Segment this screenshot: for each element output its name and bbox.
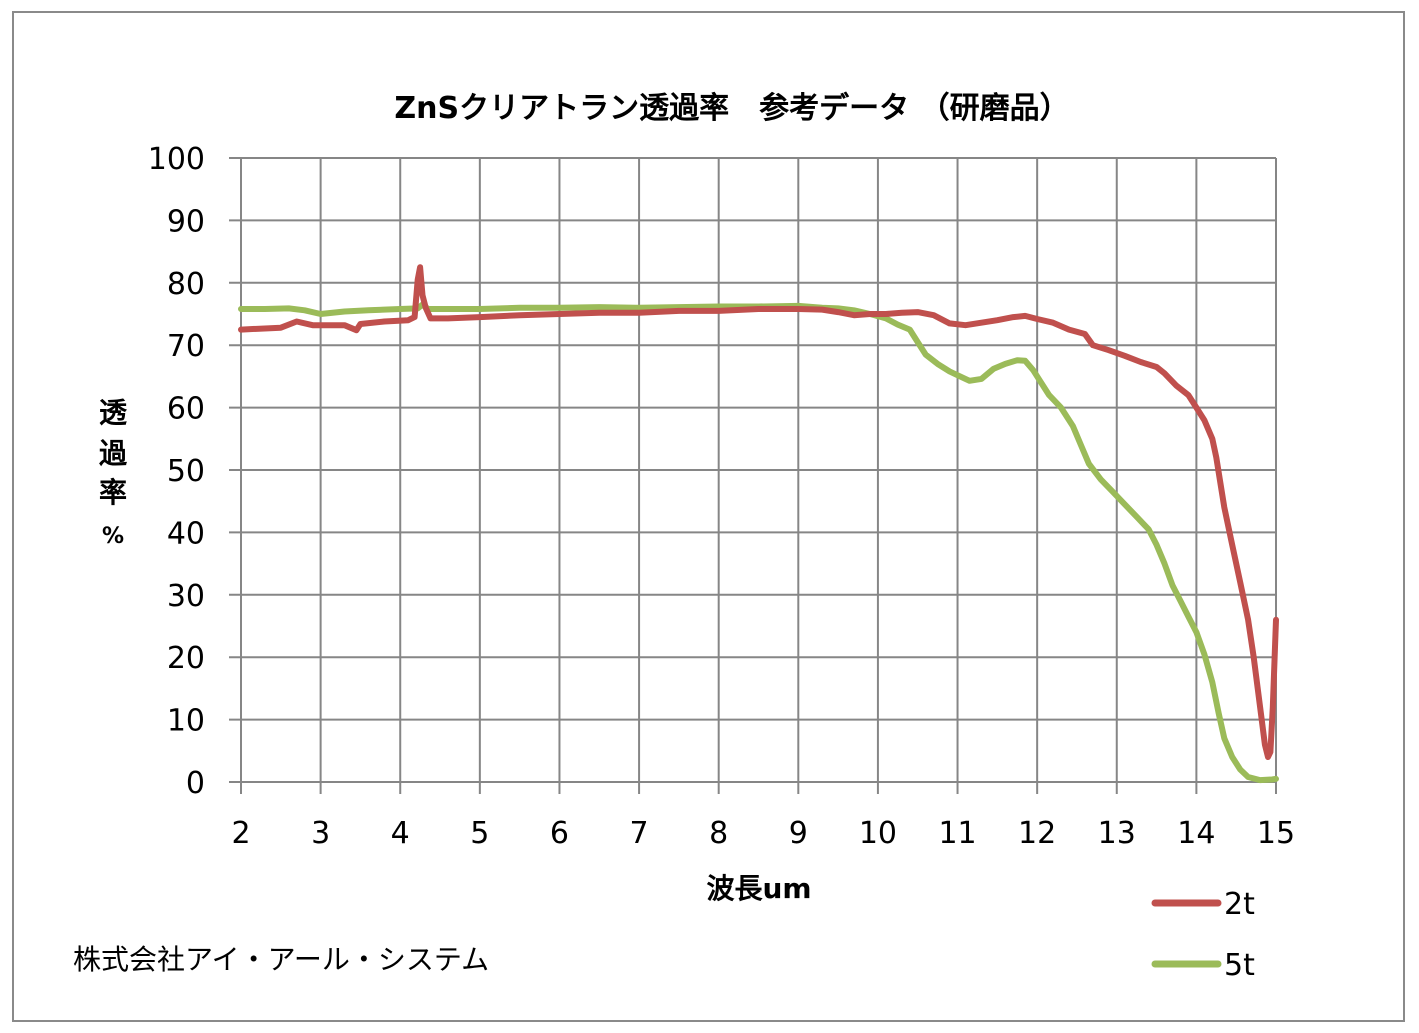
x-tick-label: 11 <box>938 816 976 851</box>
x-axis-ticks: 2 3 4 5 6 7 8 9 10 11 12 13 14 15 <box>231 816 1295 851</box>
y-axis-title-char: 率 <box>99 476 127 509</box>
x-tick-label: 13 <box>1098 816 1136 851</box>
y-axis-title-char: 過 <box>99 437 128 470</box>
y-tick-label: 40 <box>167 516 205 551</box>
y-tick-label: 30 <box>167 579 205 614</box>
x-tick-label: 12 <box>1018 816 1056 851</box>
y-tick-label: 80 <box>167 267 205 302</box>
legend-label-5t: 5t <box>1224 948 1255 983</box>
legend: 2t 5t <box>1151 887 1255 983</box>
x-tick-label: 6 <box>550 816 569 851</box>
x-tick-label: 10 <box>859 816 897 851</box>
x-tick-label: 8 <box>709 816 728 851</box>
x-tick-label: 4 <box>391 816 410 851</box>
y-axis-ticks: 0 10 20 30 40 50 60 70 80 90 100 <box>148 142 205 801</box>
y-tick-label: 60 <box>167 392 205 427</box>
x-tick-label: 5 <box>470 816 489 851</box>
y-axis-title-char: 透 <box>99 396 128 429</box>
series-line-2t <box>238 264 1279 760</box>
y-tick-label: 70 <box>167 329 205 364</box>
series-lines <box>238 264 1279 784</box>
y-axis-title: 透過率% <box>99 396 128 549</box>
x-tick-label: 3 <box>311 816 330 851</box>
y-tick-label: 10 <box>167 704 205 739</box>
y-tick-label: 0 <box>186 766 205 801</box>
y-tick-label: 50 <box>167 454 205 489</box>
y-tick-label: 20 <box>167 641 205 676</box>
y-tick-label: 90 <box>167 204 205 239</box>
x-tick-label: 2 <box>231 816 250 851</box>
grid <box>229 157 1277 794</box>
chart-title: ZnSクリアトラン透過率 参考データ （研磨品） <box>394 91 1069 126</box>
y-axis-title-char: % <box>102 524 124 549</box>
y-tick-label: 100 <box>148 142 205 177</box>
x-tick-label: 15 <box>1257 816 1295 851</box>
x-tick-label: 14 <box>1177 816 1215 851</box>
x-axis-title: 波長um <box>706 872 811 905</box>
company-name: 株式会社アイ・アール・システム <box>73 943 489 976</box>
x-tick-label: 9 <box>789 816 808 851</box>
chart-frame <box>12 11 1405 1022</box>
legend-label-2t: 2t <box>1224 887 1255 922</box>
series-line-5t <box>238 301 1279 784</box>
x-tick-label: 7 <box>630 816 649 851</box>
